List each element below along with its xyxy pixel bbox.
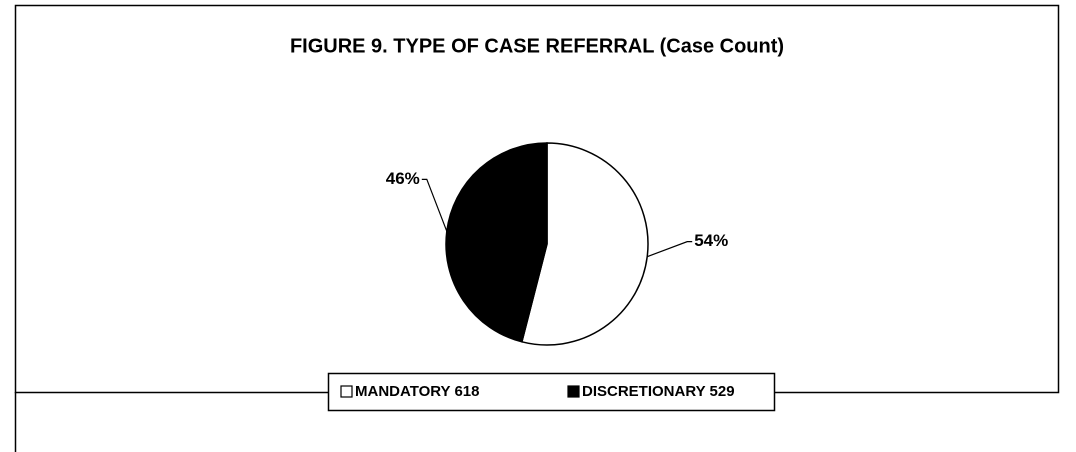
legend-box (327, 372, 776, 412)
leader-line (421, 178, 448, 232)
data-label: 46% (386, 169, 420, 188)
data-label: 54% (694, 231, 728, 250)
chart-title: FIGURE 9. TYPE OF CASE REFERRAL (Case Co… (290, 35, 784, 57)
legend-swatch (340, 385, 353, 398)
legend-label: MANDATORY 618 (355, 383, 479, 400)
legend-label: DISCRETIONARY 529 (582, 383, 735, 400)
pie-slice (520, 142, 649, 346)
pie-slice (445, 142, 548, 343)
legend-swatch (567, 385, 580, 398)
leader-line (646, 241, 693, 258)
